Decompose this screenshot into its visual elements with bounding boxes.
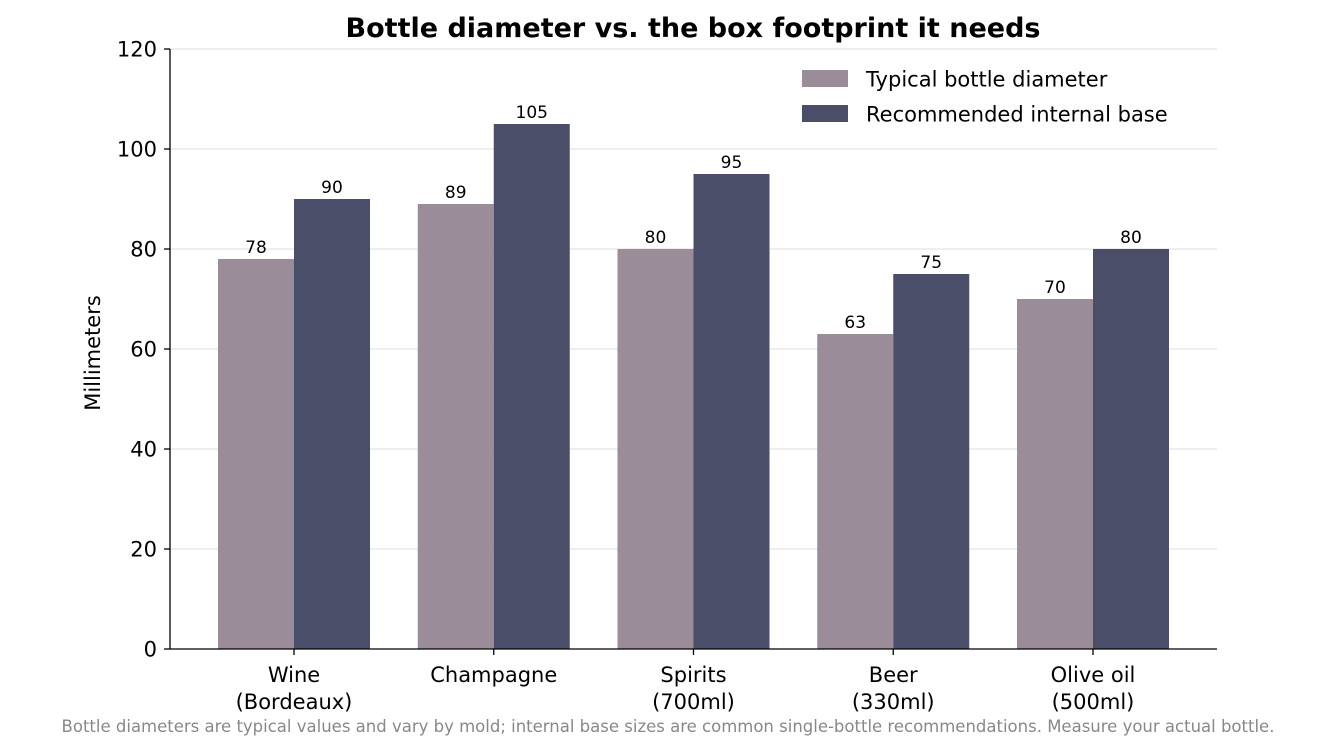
- bar-internal-base: [1093, 249, 1169, 649]
- bars: [218, 124, 1169, 649]
- x-ticks: Wine (Bordeaux) Champagne Spirits (700ml) Bee…: [236, 649, 1136, 714]
- x-tick-label: Spirits: [660, 663, 726, 687]
- x-tick-label: Wine: [268, 663, 320, 687]
- y-tick-label: 100: [117, 138, 157, 162]
- bar-internal-base: [294, 199, 370, 649]
- y-ticks: 0 20 40 60 80 100 120: [117, 38, 170, 662]
- bar-value-label: 80: [1120, 228, 1142, 248]
- y-tick-label: 60: [130, 338, 157, 362]
- x-tick-label: Champagne: [430, 663, 557, 687]
- bar-value-label: 75: [920, 253, 942, 273]
- bar-bottle-diameter: [417, 204, 494, 649]
- bar-value-label: 80: [645, 228, 667, 248]
- bar-value-label: 95: [721, 153, 743, 173]
- bar-bottle-diameter: [1017, 299, 1093, 649]
- bar-value-label: 78: [245, 238, 267, 258]
- bar-internal-base: [693, 174, 770, 649]
- bar-value-label: 70: [1044, 278, 1066, 298]
- x-tick-label: Olive oil: [1051, 663, 1136, 687]
- legend-swatch: [802, 105, 848, 122]
- y-tick-label: 20: [130, 538, 157, 562]
- bar-internal-base: [493, 124, 570, 649]
- y-tick-label: 80: [130, 238, 157, 262]
- legend-label: Recommended internal base: [866, 103, 1168, 127]
- y-tick-label: 0: [144, 638, 157, 662]
- x-tick-label: (330ml): [852, 690, 935, 714]
- data-labels: 78 89 80 63 70 90 105 95 75 80: [245, 103, 1142, 333]
- legend-label: Typical bottle diameter: [865, 68, 1108, 92]
- legend-swatch: [802, 70, 848, 87]
- x-tick-label: Beer: [869, 663, 918, 687]
- y-tick-label: 40: [130, 438, 157, 462]
- x-tick-label: (700ml): [652, 690, 735, 714]
- y-tick-label: 120: [117, 38, 157, 62]
- bar-value-label: 105: [516, 103, 548, 123]
- bar-bottle-diameter: [218, 259, 294, 649]
- chart-title: Bottle diameter vs. the box footprint it…: [346, 13, 1041, 44]
- x-tick-label: (500ml): [1052, 690, 1135, 714]
- y-axis-label: Millimeters: [81, 295, 105, 411]
- x-tick-label: (Bordeaux): [236, 690, 353, 714]
- bar-bottle-diameter: [617, 249, 694, 649]
- bar-value-label: 63: [844, 313, 866, 333]
- bar-value-label: 90: [321, 178, 343, 198]
- footnote: Bottle diameters are typical values and …: [62, 717, 1275, 736]
- bar-internal-base: [893, 274, 970, 649]
- bar-value-label: 89: [445, 183, 467, 203]
- legend: Typical bottle diameter Recommended inter…: [802, 68, 1168, 127]
- bar-bottle-diameter: [817, 334, 894, 649]
